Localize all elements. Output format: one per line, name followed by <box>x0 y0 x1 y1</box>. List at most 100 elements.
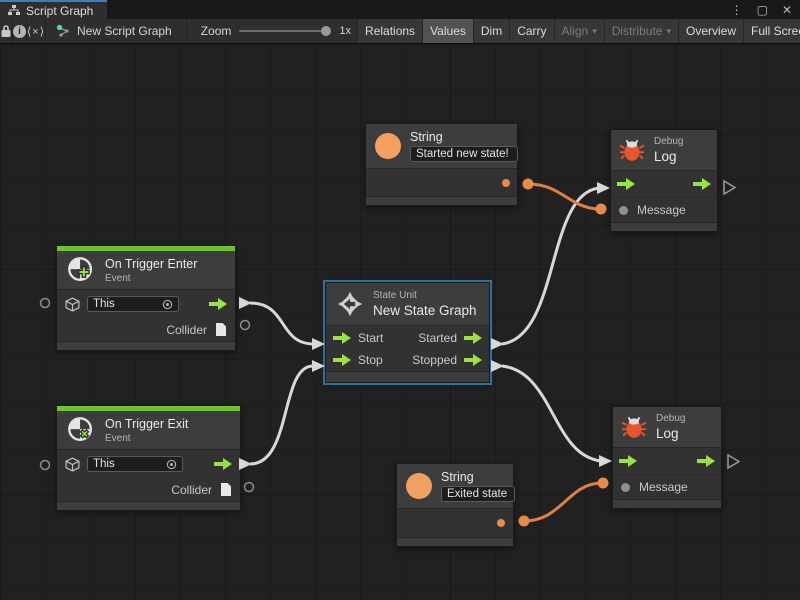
string-value-input[interactable]: Exited state <box>441 486 515 502</box>
input-value: Exited state <box>447 488 508 500</box>
string-output-port[interactable] <box>502 179 510 187</box>
unconnected-collider-port[interactable] <box>243 481 255 493</box>
lock-icon <box>1 25 11 37</box>
unconnected-flow-port[interactable] <box>723 179 737 196</box>
wire-endpoint-dot <box>597 477 609 489</box>
node-header: Debug Log <box>613 407 721 448</box>
wire-string-top-to-message[interactable] <box>527 182 601 211</box>
node-footer <box>366 196 517 205</box>
tab-script-graph[interactable]: Script Graph <box>0 0 108 19</box>
port-label: Collider <box>166 322 207 337</box>
node-header: State Unit New State Graph <box>326 283 489 326</box>
message-input-port[interactable] <box>619 205 628 215</box>
flow-output-port[interactable] <box>214 458 232 470</box>
input-value: This <box>93 458 115 470</box>
full-screen-button[interactable]: Full Screen <box>743 19 800 43</box>
node-footer <box>611 222 717 231</box>
node-footer <box>613 499 721 508</box>
zoom-value: 1x <box>339 25 352 37</box>
info-button[interactable]: i <box>13 19 27 43</box>
node-on-trigger-exit[interactable]: On Trigger Exit Event This Coll <box>56 405 241 511</box>
zoom-control: Zoom <box>187 19 340 43</box>
port-label: Message <box>637 203 686 217</box>
relations-button[interactable]: Relations <box>357 19 423 43</box>
overview-button[interactable]: Overview <box>677 19 743 43</box>
flow-input-port[interactable] <box>333 331 351 344</box>
values-button[interactable]: Values <box>422 19 473 43</box>
window-maximize-icon[interactable]: ▢ <box>756 2 768 17</box>
collider-output-port[interactable] <box>215 322 227 337</box>
node-title: Log <box>656 426 679 441</box>
node-title: New State Graph <box>373 303 477 318</box>
graph-canvas[interactable]: String Started new state! <box>0 44 800 600</box>
wire-arrowhead <box>491 338 504 350</box>
graph-breadcrumb[interactable]: New Script Graph <box>46 19 187 43</box>
button-label: Align <box>561 24 589 38</box>
flow-output-port[interactable] <box>209 298 227 310</box>
flow-output-port[interactable] <box>697 455 715 467</box>
distribute-dropdown[interactable]: Distribute ▾ <box>603 19 678 43</box>
string-value-input[interactable]: Started new state! <box>410 146 518 162</box>
info-icon: i <box>13 24 26 38</box>
unconnected-collider-port[interactable] <box>239 319 251 331</box>
node-debug-log-bottom[interactable]: Debug Log Message <box>612 406 722 509</box>
node-title: Log <box>654 149 677 164</box>
wire-started-to-debug-top[interactable] <box>501 186 600 346</box>
node-title: String <box>410 130 443 144</box>
carry-button[interactable]: Carry <box>509 19 554 43</box>
button-label: Overview <box>685 24 736 38</box>
code-icon: ⟨×⟩ <box>27 25 46 38</box>
wire-arrowhead <box>239 458 252 470</box>
port-label: Stopped <box>412 353 457 367</box>
flow-output-port[interactable] <box>464 331 482 344</box>
align-dropdown[interactable]: Align ▾ <box>553 19 604 43</box>
collider-output-port[interactable] <box>220 482 232 497</box>
port-label: Stop <box>358 353 383 367</box>
string-literal-icon <box>406 473 432 499</box>
node-footer <box>397 537 513 546</box>
toolbar: i ⟨×⟩ New Script Graph Zoom 1x Relations… <box>0 19 800 44</box>
target-input[interactable]: This <box>87 456 183 472</box>
string-output-port[interactable] <box>497 519 505 527</box>
wire-string-bottom-to-message[interactable] <box>523 481 603 523</box>
wire-stopped-to-debug-bottom[interactable] <box>501 364 602 463</box>
window-close-icon[interactable]: ✕ <box>781 2 792 17</box>
target-input[interactable]: This <box>87 296 179 312</box>
object-picker-icon[interactable] <box>162 299 173 310</box>
wire-enter-to-start[interactable] <box>249 301 315 346</box>
zoom-slider-handle[interactable] <box>321 26 332 36</box>
node-footer <box>326 371 489 382</box>
flow-input-port[interactable] <box>333 354 351 366</box>
flow-input-port[interactable] <box>619 455 637 467</box>
message-input-port[interactable] <box>621 482 630 492</box>
node-string-bottom[interactable]: String Exited state <box>396 463 515 547</box>
node-string-top[interactable]: String Started new state! <box>365 123 518 206</box>
node-footer <box>57 501 240 510</box>
unconnected-value-port[interactable] <box>39 297 51 309</box>
node-state-unit[interactable]: State Unit New State Graph Start Started… <box>325 282 490 383</box>
wire-endpoint-dot <box>518 515 530 527</box>
button-label: Relations <box>365 24 416 38</box>
dim-button[interactable]: Dim <box>472 19 510 43</box>
node-on-trigger-enter[interactable]: On Trigger Enter Event This Col <box>56 245 236 351</box>
flow-output-port[interactable] <box>464 354 482 366</box>
script-graph-icon <box>56 24 69 37</box>
node-debug-log-top[interactable]: Debug Log Message <box>610 129 718 232</box>
wire-exit-to-stop[interactable] <box>249 364 314 466</box>
node-subtitle: Event <box>105 432 131 444</box>
graph-inspector-toggle[interactable]: ⟨×⟩ <box>27 19 47 43</box>
lock-button[interactable] <box>0 19 13 43</box>
node-header: On Trigger Enter Event <box>57 251 235 290</box>
node-header: String Exited state <box>397 464 515 509</box>
flow-output-port[interactable] <box>693 178 711 190</box>
unconnected-flow-port[interactable] <box>727 453 741 470</box>
wire-arrowhead <box>597 182 610 194</box>
unconnected-value-port[interactable] <box>39 459 51 471</box>
trigger-exit-icon <box>68 417 93 442</box>
object-picker-icon[interactable] <box>166 459 177 470</box>
node-title: On Trigger Enter <box>105 256 198 271</box>
string-literal-icon <box>375 133 401 159</box>
zoom-slider[interactable] <box>239 26 332 36</box>
flow-input-port[interactable] <box>617 178 635 190</box>
window-menu-icon[interactable]: ⋮ <box>730 2 743 17</box>
